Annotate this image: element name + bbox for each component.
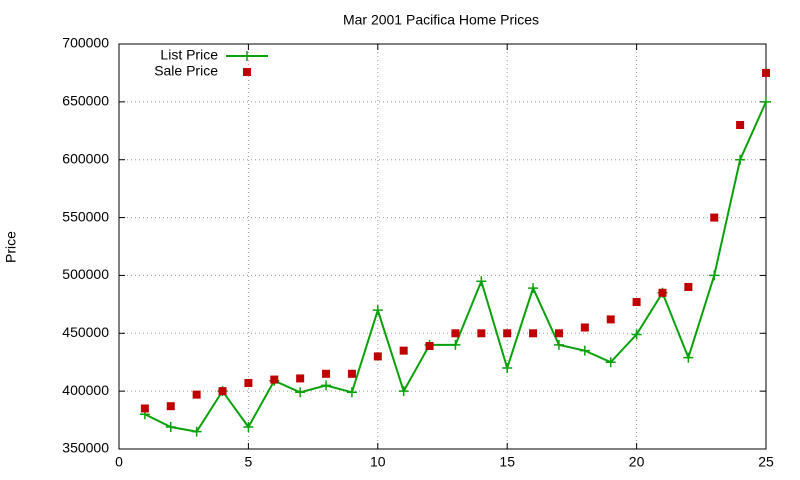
point-marker	[399, 346, 408, 355]
point-marker	[296, 374, 305, 383]
legend-label: List Price	[160, 47, 218, 63]
y-tick-label: 550000	[62, 208, 109, 224]
point-marker	[529, 329, 538, 338]
point-marker	[761, 96, 771, 107]
y-tick-label: 350000	[62, 440, 109, 456]
point-marker	[425, 342, 434, 351]
point-marker	[606, 315, 615, 324]
y-tick-label: 700000	[62, 35, 109, 51]
legend-label: Sale Price	[154, 63, 218, 79]
legend-marker	[243, 68, 251, 76]
point-marker	[372, 305, 383, 316]
point-marker	[605, 357, 616, 368]
point-marker	[243, 422, 254, 433]
x-tick-label: 15	[499, 454, 515, 470]
point-marker	[683, 352, 694, 363]
y-tick-label: 600000	[62, 150, 109, 166]
point-marker	[140, 404, 149, 413]
x-tick-label: 10	[370, 454, 386, 470]
point-marker	[528, 283, 539, 294]
point-marker	[347, 369, 356, 378]
point-marker	[191, 426, 202, 437]
point-marker	[321, 380, 332, 391]
point-marker	[270, 375, 279, 384]
point-marker	[476, 276, 487, 287]
x-tick-label: 25	[758, 454, 774, 470]
point-marker	[346, 387, 357, 398]
point-marker	[709, 270, 720, 281]
point-marker	[553, 339, 564, 350]
point-marker	[658, 288, 667, 297]
chart-title: Mar 2001 Pacifica Home Prices	[343, 12, 539, 28]
y-tick-label: 650000	[62, 93, 109, 109]
point-marker	[502, 363, 513, 373]
point-marker	[166, 402, 175, 411]
y-axis-label: Price	[3, 231, 19, 263]
plot-border	[118, 43, 767, 450]
point-marker	[244, 379, 253, 388]
series-line	[144, 101, 767, 433]
point-marker	[762, 68, 770, 77]
legend-marker	[242, 51, 252, 61]
point-marker	[477, 329, 486, 338]
point-marker	[632, 298, 641, 307]
point-marker	[373, 352, 382, 361]
point-marker	[736, 121, 745, 129]
point-marker	[710, 213, 719, 222]
x-tick-label: 5	[245, 454, 253, 470]
y-tick-label: 450000	[62, 324, 109, 340]
point-marker	[295, 387, 306, 398]
point-marker	[322, 369, 331, 378]
point-marker	[218, 387, 227, 396]
point-marker	[554, 329, 563, 338]
y-tick-label: 500000	[62, 266, 109, 282]
point-marker	[503, 329, 512, 338]
point-marker	[451, 329, 460, 338]
point-marker	[192, 390, 201, 399]
point-marker	[579, 345, 590, 356]
point-marker	[580, 323, 589, 332]
point-marker	[684, 283, 693, 291]
point-marker	[398, 386, 409, 397]
point-marker	[631, 329, 642, 340]
point-marker	[165, 422, 176, 433]
x-tick-label: 0	[115, 454, 123, 470]
point-marker	[735, 154, 746, 165]
y-tick-label: 400000	[62, 382, 109, 398]
x-tick-label: 20	[629, 454, 645, 470]
point-marker	[450, 339, 461, 350]
